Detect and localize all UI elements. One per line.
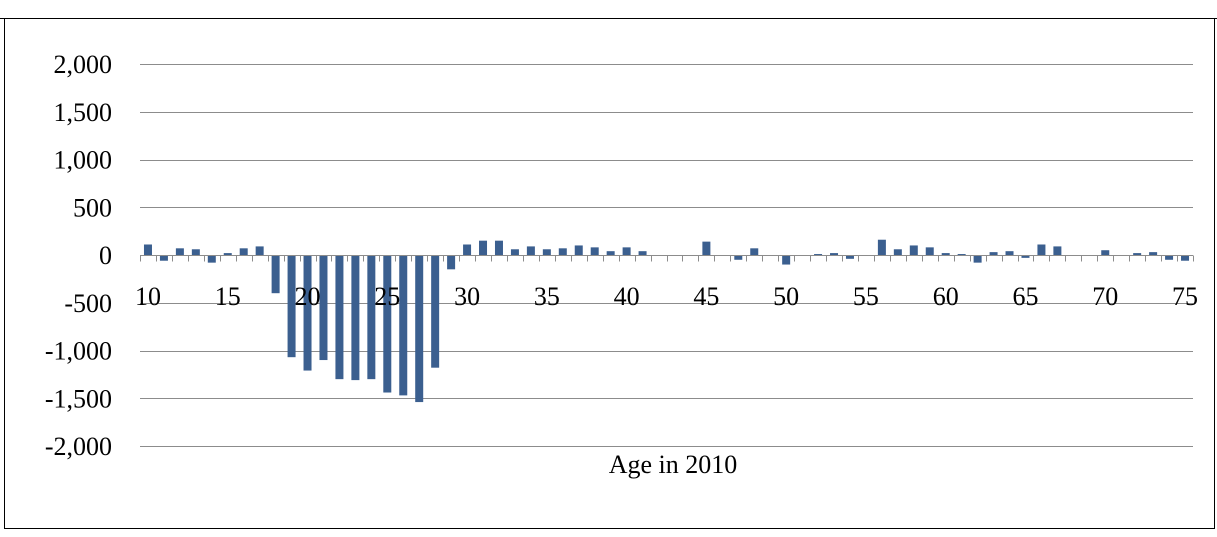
bar <box>1021 255 1030 258</box>
x-tick-label: 40 <box>614 282 640 311</box>
bar <box>191 249 200 255</box>
bar <box>175 248 184 255</box>
y-tick-label: -1,500 <box>45 384 112 413</box>
x-tick-label: 15 <box>215 282 241 311</box>
x-tick-label: 30 <box>454 282 480 311</box>
bar <box>925 247 934 255</box>
x-tick-label: 45 <box>693 282 719 311</box>
bar <box>1165 255 1174 260</box>
x-tick-label: 70 <box>1092 282 1118 311</box>
bar <box>845 255 854 259</box>
bar <box>287 255 296 358</box>
bar <box>734 255 743 260</box>
bar <box>1149 252 1158 255</box>
chart-border <box>4 18 1215 529</box>
bar <box>223 253 232 255</box>
bar <box>989 252 998 255</box>
bar <box>957 254 966 255</box>
bar <box>590 247 599 255</box>
bar <box>383 255 392 393</box>
y-tick-label: 0 <box>99 241 112 270</box>
x-tick-label: 25 <box>374 282 400 311</box>
bar <box>941 253 950 255</box>
x-tick-label: 50 <box>773 282 799 311</box>
bar <box>415 255 424 403</box>
bar <box>702 241 711 255</box>
bar <box>239 248 248 255</box>
x-tick-label: 10 <box>135 282 161 311</box>
x-axis-tick-labels: 10 15 20 25 30 35 40 45 50 55 60 65 70 75 <box>135 282 1198 311</box>
y-tick-label: 1,000 <box>54 146 113 175</box>
bar <box>973 255 982 263</box>
bar <box>814 254 823 255</box>
bar <box>510 249 519 255</box>
bar <box>159 255 168 261</box>
bar <box>574 245 583 255</box>
bar <box>447 255 456 270</box>
bar <box>351 255 360 381</box>
bar <box>750 248 759 255</box>
bar <box>1133 253 1142 255</box>
x-axis <box>140 255 1194 262</box>
x-axis-title: Age in 2010 <box>609 450 738 479</box>
bar <box>782 255 791 265</box>
bar <box>830 253 839 255</box>
y-axis-tick-labels: 2,000 1,500 1,000 500 0 -500 -1,000 -1,500 -2,00… <box>45 50 112 461</box>
bar <box>622 247 631 255</box>
x-tick-label: 75 <box>1172 282 1198 311</box>
bar <box>207 255 216 263</box>
x-tick-label: 60 <box>933 282 959 311</box>
bar <box>494 240 503 255</box>
bar <box>399 255 408 396</box>
bar <box>542 249 551 255</box>
bar <box>479 240 488 255</box>
x-tick-label: 55 <box>853 282 879 311</box>
bar <box>606 251 615 255</box>
bar <box>1005 251 1014 255</box>
y-tick-label: 2,000 <box>54 50 113 79</box>
x-tick-label: 20 <box>295 282 321 311</box>
bar <box>558 248 567 255</box>
bar <box>1181 255 1190 261</box>
y-tick-label: -1,000 <box>45 337 112 366</box>
bar <box>877 239 886 255</box>
bar <box>1053 246 1062 255</box>
bar <box>893 249 902 255</box>
bar <box>1037 244 1046 255</box>
bars <box>143 239 1190 403</box>
bar <box>335 255 344 380</box>
bar <box>319 255 328 361</box>
bar <box>638 251 647 255</box>
y-tick-label: 500 <box>73 193 112 222</box>
bar <box>367 255 376 380</box>
bar <box>143 244 152 255</box>
x-tick-label: 65 <box>1012 282 1038 311</box>
y-tick-label: 1,500 <box>54 98 113 127</box>
bar <box>303 255 312 371</box>
bar <box>431 255 440 368</box>
y-tick-label: -2,000 <box>45 432 112 461</box>
bar <box>909 245 918 255</box>
x-tick-label: 35 <box>534 282 560 311</box>
bar <box>526 246 535 255</box>
bar <box>255 246 264 255</box>
bar <box>271 255 280 294</box>
y-tick-label: -500 <box>64 289 112 318</box>
bar <box>1101 250 1110 255</box>
bar <box>463 244 472 255</box>
